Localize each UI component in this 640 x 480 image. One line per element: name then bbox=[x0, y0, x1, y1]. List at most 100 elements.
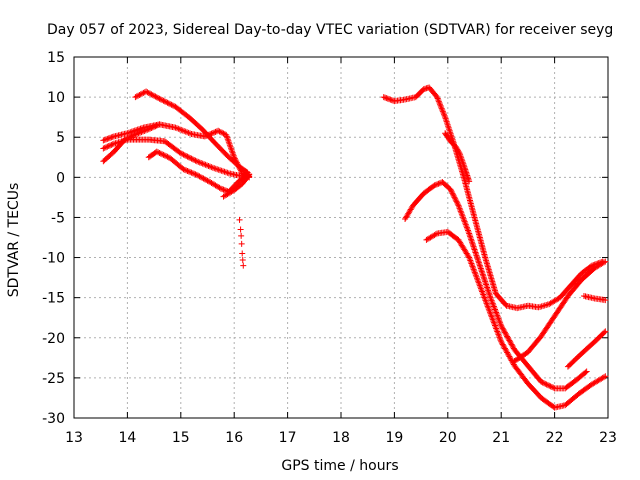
data-point bbox=[155, 94, 162, 101]
y-tick-label: -5 bbox=[51, 210, 65, 226]
data-point bbox=[503, 332, 510, 339]
data-point bbox=[455, 148, 462, 155]
data-point bbox=[505, 352, 512, 359]
data-point bbox=[145, 89, 152, 96]
data-point bbox=[153, 148, 160, 155]
data-point bbox=[462, 220, 469, 227]
data-point bbox=[384, 95, 391, 102]
data-point bbox=[230, 151, 237, 158]
data-point bbox=[492, 306, 499, 313]
data-point bbox=[468, 260, 475, 267]
data-point bbox=[494, 328, 501, 335]
data-point bbox=[235, 163, 242, 170]
data-point bbox=[100, 145, 107, 152]
x-axis-ticks: 13 14 15 16 17 18 19 20 21 22 23 bbox=[65, 57, 617, 446]
data-point bbox=[497, 321, 504, 328]
data-point bbox=[447, 186, 454, 193]
data-point bbox=[497, 337, 504, 344]
series-track-k bbox=[511, 258, 609, 365]
data-point bbox=[492, 322, 499, 329]
data-point bbox=[178, 126, 185, 133]
data-point bbox=[231, 154, 238, 161]
data-point bbox=[386, 96, 393, 103]
data-point bbox=[207, 131, 214, 138]
data-point bbox=[600, 374, 607, 381]
data-point bbox=[182, 128, 189, 135]
data-point bbox=[457, 206, 464, 213]
data-point bbox=[148, 124, 155, 131]
data-point bbox=[495, 332, 502, 339]
data-point bbox=[484, 301, 491, 308]
data-point bbox=[439, 107, 446, 114]
data-point bbox=[436, 99, 443, 106]
data-point bbox=[221, 187, 228, 194]
y-tick-label: -20 bbox=[42, 331, 65, 347]
data-point bbox=[504, 334, 511, 341]
data-point bbox=[507, 356, 514, 363]
data-point bbox=[465, 253, 472, 260]
data-point bbox=[474, 276, 481, 283]
data-point bbox=[470, 266, 477, 273]
x-tick-label: 13 bbox=[65, 430, 83, 446]
data-point bbox=[142, 127, 149, 134]
data-point bbox=[448, 187, 455, 194]
series-track-g bbox=[236, 216, 247, 269]
data-point bbox=[212, 165, 219, 172]
data-point bbox=[104, 135, 111, 142]
data-point bbox=[216, 128, 223, 135]
chart-title: Day 057 of 2023, Sidereal Day-to-day VTE… bbox=[47, 22, 613, 38]
data-point bbox=[472, 270, 479, 277]
data-point bbox=[179, 150, 186, 157]
data-point bbox=[199, 174, 206, 181]
data-point bbox=[454, 199, 461, 206]
data-point bbox=[192, 157, 199, 164]
data-point bbox=[144, 126, 151, 133]
data-point bbox=[490, 318, 497, 325]
data-point bbox=[498, 322, 505, 329]
data-point bbox=[504, 350, 511, 357]
data-point bbox=[488, 313, 495, 320]
data-point bbox=[444, 121, 451, 128]
data-point bbox=[501, 344, 508, 351]
data-point bbox=[483, 300, 490, 307]
data-point bbox=[463, 224, 470, 231]
data-point bbox=[101, 144, 108, 151]
data-point bbox=[109, 133, 116, 140]
data-point bbox=[487, 310, 494, 317]
data-point bbox=[105, 135, 112, 142]
data-point bbox=[459, 212, 466, 219]
data-point bbox=[538, 378, 545, 385]
data-point bbox=[220, 168, 227, 175]
data-point bbox=[475, 279, 482, 286]
data-point bbox=[219, 186, 226, 193]
data-point bbox=[175, 125, 182, 132]
data-point bbox=[237, 226, 244, 233]
data-point bbox=[173, 125, 180, 132]
series-track-m bbox=[580, 293, 609, 304]
data-point bbox=[124, 135, 131, 142]
data-point bbox=[148, 91, 155, 98]
data-point bbox=[494, 312, 501, 319]
data-point bbox=[477, 284, 484, 291]
data-point bbox=[227, 145, 234, 152]
data-point bbox=[145, 126, 152, 133]
data-point bbox=[466, 254, 473, 261]
x-tick-label: 18 bbox=[332, 430, 350, 446]
data-point bbox=[165, 100, 172, 107]
data-point bbox=[434, 95, 441, 102]
data-point bbox=[466, 178, 473, 185]
data-point bbox=[236, 216, 243, 223]
data-point bbox=[457, 208, 464, 215]
data-point bbox=[245, 173, 252, 180]
data-point bbox=[466, 256, 473, 263]
data-point bbox=[187, 154, 194, 161]
data-point bbox=[439, 108, 446, 115]
data-point bbox=[454, 201, 461, 208]
data-point bbox=[191, 170, 198, 177]
data-point bbox=[151, 123, 158, 130]
data-point bbox=[193, 171, 200, 178]
data-point bbox=[221, 168, 228, 175]
data-point bbox=[224, 136, 231, 143]
data-point bbox=[209, 164, 216, 171]
